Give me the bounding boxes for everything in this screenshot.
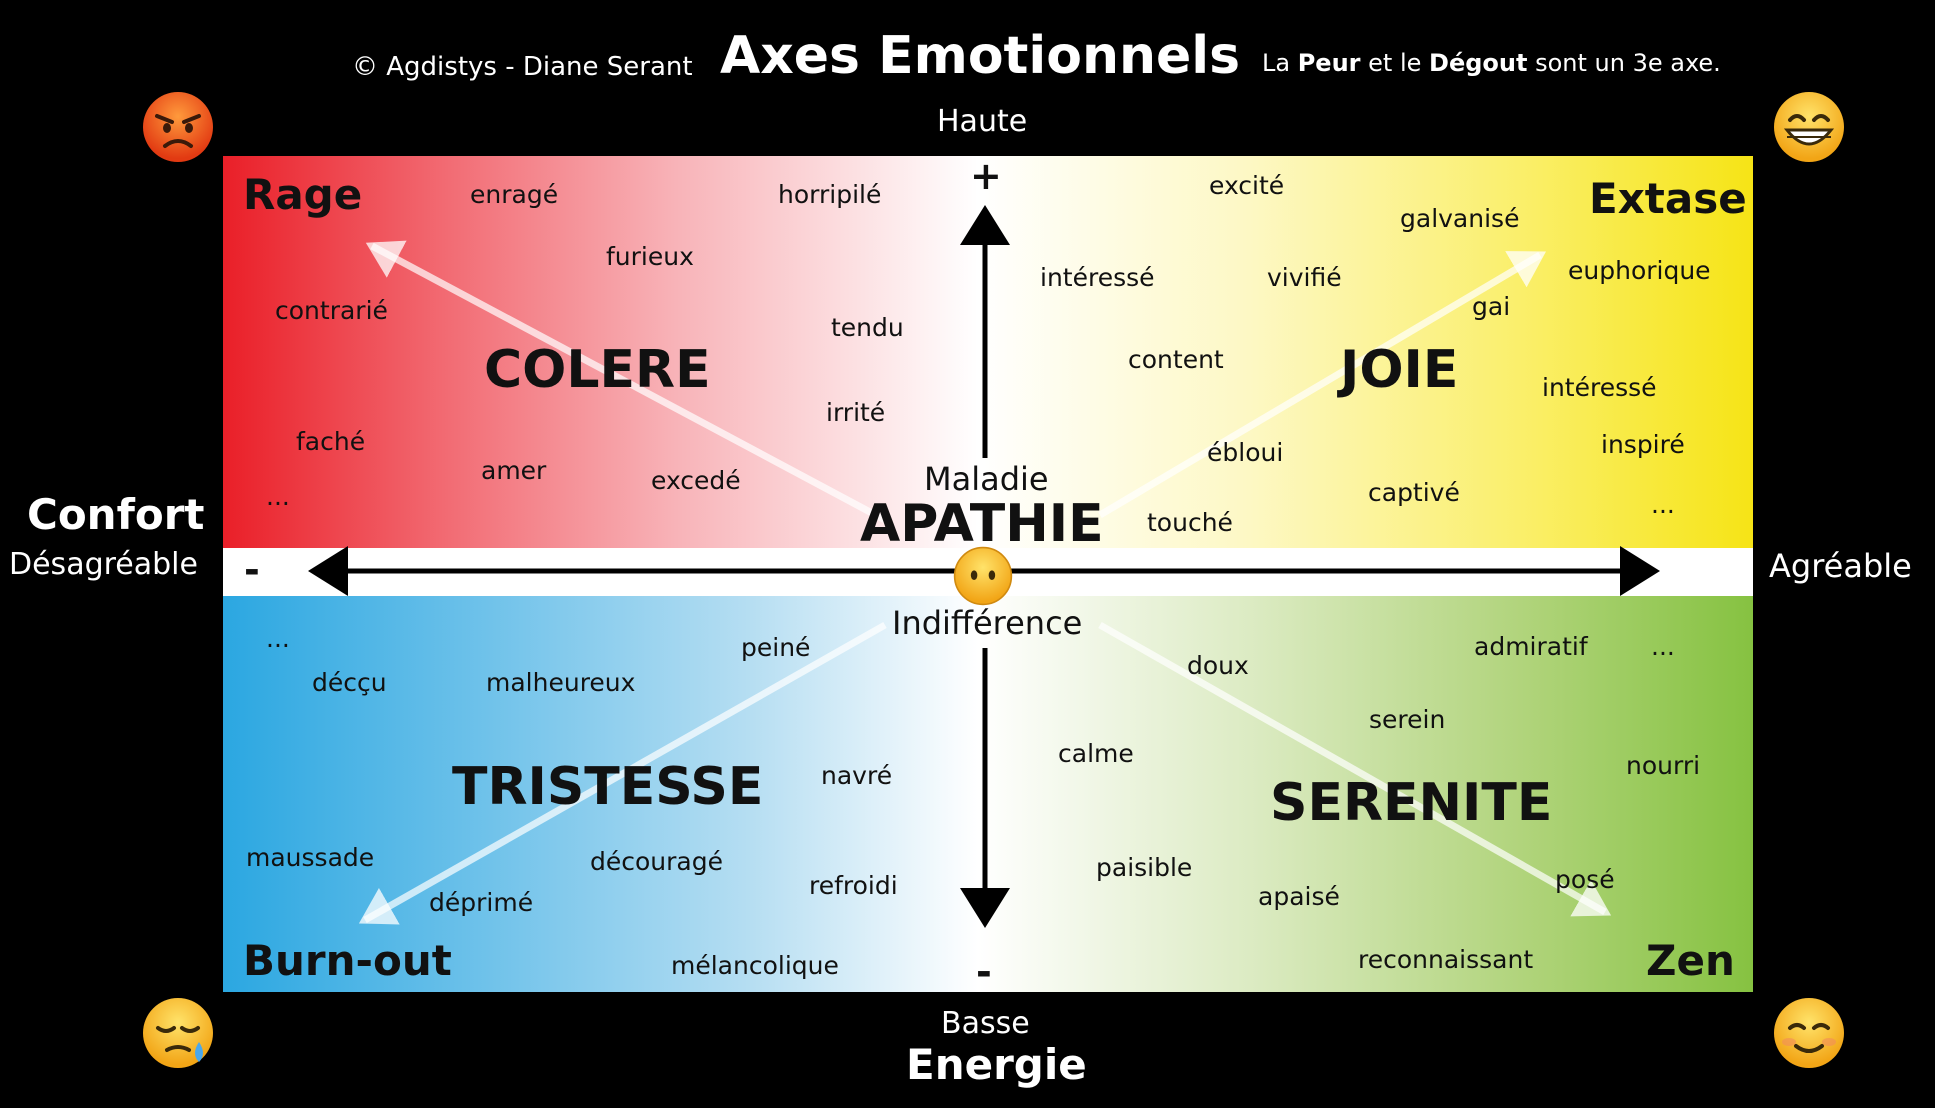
word-reconnaissant: reconnaissant — [1358, 945, 1534, 974]
word-peine: peiné — [741, 633, 811, 662]
word-interesse-2: intéressé — [1542, 373, 1657, 402]
corner-label-extase: Extase — [1589, 174, 1747, 223]
word-nourri: nourri — [1626, 751, 1701, 780]
axis-label-top: Haute — [937, 104, 1028, 139]
horizontal-axis-title: Confort — [27, 490, 205, 539]
emotion-label-serenite: SERENITE — [1270, 773, 1553, 833]
word-decourage: découragé — [590, 847, 723, 876]
quadrant-serenite — [978, 596, 1753, 992]
energy-minus-sign: - — [976, 950, 992, 994]
center-label-indifference: Indifférence — [892, 604, 1083, 642]
word-touche: touché — [1147, 508, 1233, 537]
quadrant-joie — [978, 156, 1753, 548]
grinning-face-icon — [1774, 92, 1844, 162]
word-deprime: déprimé — [429, 888, 534, 917]
word-horripile: horripilé — [778, 180, 882, 209]
emotion-label-joie: JOIE — [1340, 340, 1459, 400]
quadrant-colere — [223, 156, 978, 548]
word-enrage: enragé — [470, 180, 559, 209]
word-content: content — [1128, 345, 1224, 374]
word-excede: excedé — [651, 466, 741, 495]
word-ellipsis-colere: ... — [266, 482, 290, 511]
axis-label-bottom: Basse — [941, 1006, 1030, 1041]
copyright: © Agdistys - Diane Serant — [352, 52, 693, 82]
word-refroidi: refroidi — [809, 871, 898, 900]
vertical-axis-title: Energie — [906, 1040, 1087, 1089]
center-label-apathie: APATHIE — [860, 494, 1104, 554]
word-doux: doux — [1187, 651, 1249, 680]
corner-label-zen: Zen — [1646, 936, 1735, 985]
word-euphorique: euphorique — [1568, 256, 1711, 285]
word-paisible: paisible — [1096, 853, 1193, 882]
smiling-face-icon — [1774, 998, 1844, 1068]
corner-label-rage: Rage — [243, 170, 363, 219]
word-serein: serein — [1369, 705, 1446, 734]
word-excite: excité — [1209, 171, 1285, 200]
word-eblouii: ébloui — [1207, 438, 1284, 467]
word-captive: captivé — [1368, 478, 1460, 507]
page-title: Axes Emotionnels — [720, 26, 1241, 86]
emotion-label-colere: COLERE — [484, 340, 711, 400]
arrow-to-rage — [365, 240, 887, 524]
neutral-face-icon — [953, 546, 1013, 606]
word-ellipsis-tristesse: ... — [266, 624, 290, 653]
word-maussade: maussade — [246, 843, 375, 872]
word-amer: amer — [481, 456, 547, 485]
word-vivifie: vivifié — [1267, 263, 1342, 292]
word-ellipsis-joie: ... — [1651, 490, 1675, 519]
word-contrarie: contrarié — [275, 296, 388, 325]
word-galvanise: galvanisé — [1400, 204, 1520, 233]
word-calme: calme — [1058, 739, 1134, 768]
word-malheureux: malheureux — [486, 668, 636, 697]
word-gai: gai — [1472, 292, 1511, 321]
word-decu: décçu — [312, 668, 387, 697]
word-pose: posé — [1555, 865, 1615, 894]
quadrant-tristesse — [223, 596, 978, 992]
word-tendu: tendu — [831, 313, 904, 342]
arrow-to-extase — [1098, 251, 1547, 519]
center-label-maladie: Maladie — [924, 460, 1049, 498]
word-admiratif: admiratif — [1474, 632, 1588, 661]
emotion-label-tristesse: TRISTESSE — [452, 757, 764, 817]
word-fache: faché — [296, 427, 366, 456]
word-inspire: inspiré — [1601, 430, 1685, 459]
energy-plus-sign: + — [970, 154, 1002, 198]
third-axis-note: La Peur et le Dégout sont un 3e axe. — [1262, 49, 1721, 77]
corner-label-burnout: Burn-out — [243, 936, 452, 985]
word-interesse-1: intéressé — [1040, 263, 1155, 292]
word-apaise: apaisé — [1258, 882, 1340, 911]
comfort-plus-sign: + — [1720, 546, 1754, 592]
arrow-to-burnout — [358, 621, 887, 925]
axis-label-right: Agréable — [1769, 547, 1912, 585]
word-irrite: irrité — [826, 398, 886, 427]
angry-face-icon — [143, 92, 213, 162]
word-ellipsis-serenite: ... — [1651, 632, 1675, 661]
axis-label-left: Désagréable — [9, 547, 198, 582]
word-melancolique: mélancolique — [671, 951, 839, 980]
comfort-minus-sign: - — [244, 548, 260, 592]
sleepy-face-icon — [143, 998, 213, 1068]
arrow-to-zen — [1098, 621, 1612, 917]
word-furieux: furieux — [606, 242, 694, 271]
word-navre: navré — [821, 761, 893, 790]
